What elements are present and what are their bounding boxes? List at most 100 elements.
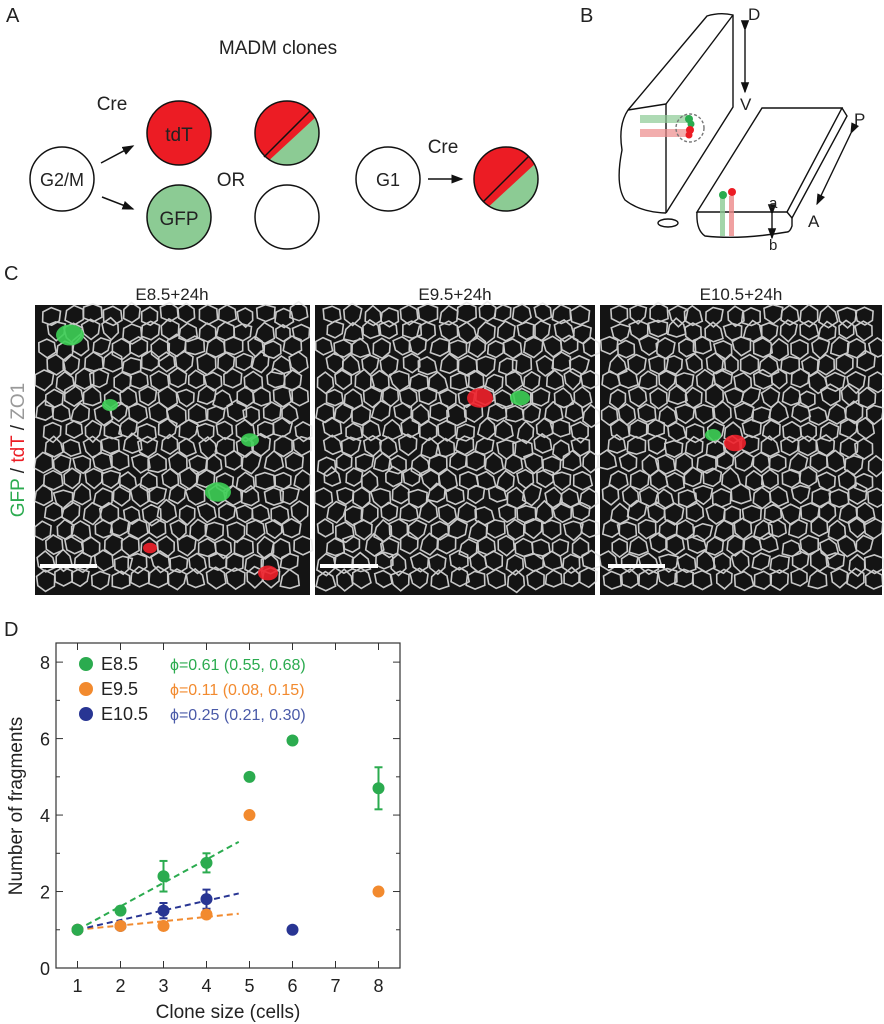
data-point-E8-5 bbox=[200, 856, 213, 869]
y-axis-label: Number of fragments bbox=[6, 717, 27, 895]
g1-cell bbox=[355, 146, 421, 212]
micrograph-e10-5 bbox=[596, 301, 884, 595]
panel-label-a: A bbox=[6, 5, 20, 27]
legend-marker bbox=[79, 657, 93, 671]
x-tick-label: 6 bbox=[287, 976, 297, 996]
label-a-axis: A bbox=[808, 212, 820, 231]
gfp-cell-blob bbox=[705, 429, 721, 441]
gfp-cell-blob bbox=[102, 399, 118, 411]
label-basal: b bbox=[769, 237, 777, 254]
split-cell-2 bbox=[473, 146, 539, 212]
data-point-E9-5 bbox=[114, 919, 127, 932]
label-p: P bbox=[854, 110, 865, 129]
legend-label: E10.5 bbox=[101, 704, 148, 724]
x-tick-label: 5 bbox=[244, 976, 254, 996]
gfp-cell-blob bbox=[56, 324, 84, 346]
data-point-E8-5 bbox=[372, 782, 385, 795]
gfp-cell-blob bbox=[241, 433, 259, 447]
y-tick-label: 4 bbox=[40, 806, 50, 826]
x-tick-label: 3 bbox=[158, 976, 168, 996]
panel-a: A MADM clones G2/M Cre tdT GFP OR G1 Cre bbox=[6, 5, 539, 250]
legend-phi: ϕ=0.25 (0.21, 0.30) bbox=[170, 707, 306, 724]
x-tick-label: 4 bbox=[201, 976, 211, 996]
panel-c: C GFP / tdT / ZO1 E8.5+24h E9.5+24h E10.… bbox=[4, 263, 884, 595]
image-title-3: E10.5+24h bbox=[700, 285, 783, 304]
legend-phi: ϕ=0.11 (0.08, 0.15) bbox=[170, 682, 305, 699]
cre-label-2: Cre bbox=[428, 137, 459, 158]
tdt-cell-blob bbox=[143, 542, 157, 554]
cell-junctions bbox=[33, 300, 314, 593]
scale-bar bbox=[320, 564, 378, 568]
cells-bottom bbox=[719, 188, 736, 236]
x-tick-label: 2 bbox=[115, 976, 125, 996]
data-point-E8-5 bbox=[157, 870, 170, 883]
cells-side bbox=[640, 115, 695, 139]
data-point-E9-5 bbox=[157, 919, 170, 932]
unlabeled-cell bbox=[254, 184, 320, 250]
g1-label: G1 bbox=[376, 170, 400, 190]
image-title-1: E8.5+24h bbox=[135, 285, 208, 304]
or-label: OR bbox=[217, 170, 246, 191]
panel-label-d: D bbox=[4, 619, 18, 641]
cell-junctions bbox=[313, 300, 603, 594]
label-d: D bbox=[748, 5, 760, 24]
micrograph-e8-5 bbox=[33, 300, 314, 595]
ap-arrow bbox=[816, 122, 860, 206]
gfp-cell-blob bbox=[510, 390, 530, 406]
scale-bar bbox=[608, 564, 665, 568]
arrow-down bbox=[101, 196, 135, 210]
data-point-E9-5 bbox=[200, 908, 213, 921]
tdt-cell-blob bbox=[724, 434, 746, 452]
panel-label-b: B bbox=[580, 5, 593, 27]
data-point-E8-5 bbox=[71, 923, 84, 936]
image-title-2: E9.5+24h bbox=[418, 285, 491, 304]
data-point-E9-5 bbox=[243, 809, 256, 822]
x-axis-label: Clone size (cells) bbox=[156, 1002, 301, 1023]
panel-a-title: MADM clones bbox=[219, 38, 337, 59]
tdt-cell-blob bbox=[467, 388, 493, 408]
split-cell-1 bbox=[254, 100, 320, 166]
fit-line-E8-5 bbox=[77, 840, 240, 931]
data-point-E8-5 bbox=[243, 770, 256, 783]
g2m-label: G2/M bbox=[40, 170, 84, 190]
tdt-cell-blob bbox=[258, 565, 278, 581]
fragments-chart: 1 2 3 4 5 6 7 8 0 2 4 6 8 E8.5 ϕ=0.61 (0.55, 0.68) E9.5… bbox=[40, 642, 401, 996]
label-apical: a bbox=[769, 195, 778, 212]
panel-d: D 1 2 3 4 5 6 7 8 0 2 4 6 8 E8.5 ϕ=0.61 (0.55, 0.68) E9… bbox=[4, 619, 401, 1023]
arrow-up bbox=[100, 145, 135, 164]
scale-bar bbox=[40, 564, 97, 568]
label-v: V bbox=[740, 95, 752, 114]
tdt-cell bbox=[146, 100, 212, 166]
panel-label-c: C bbox=[4, 263, 18, 285]
x-tick-label: 1 bbox=[72, 976, 82, 996]
data-point-E10-5 bbox=[200, 893, 213, 906]
dashed-highlight bbox=[675, 113, 705, 143]
y-tick-label: 0 bbox=[40, 959, 50, 979]
legend-label: E9.5 bbox=[101, 679, 138, 699]
y-tick-label: 8 bbox=[40, 653, 50, 673]
cre-label-1: Cre bbox=[97, 94, 128, 115]
y-tick-label: 2 bbox=[40, 883, 50, 903]
g2m-cell bbox=[29, 146, 95, 212]
legend-marker bbox=[79, 682, 93, 696]
plot-frame bbox=[55, 642, 401, 969]
micrograph-e9-5 bbox=[313, 300, 603, 595]
gfp-cell-blob bbox=[205, 482, 231, 502]
gfp-label: GFP bbox=[159, 209, 198, 230]
data-point-E10-5 bbox=[157, 904, 170, 917]
data-point-E10-5 bbox=[286, 923, 299, 936]
legend-phi: ϕ=0.61 (0.55, 0.68) bbox=[170, 657, 306, 674]
legend-label: E8.5 bbox=[101, 654, 138, 674]
panel-b: B D V bbox=[580, 5, 865, 254]
y-tick-label: 6 bbox=[40, 730, 50, 750]
gfp-cell bbox=[146, 184, 212, 250]
data-point-E8-5 bbox=[286, 734, 299, 747]
x-tick-label: 7 bbox=[330, 976, 340, 996]
data-point-E8-5 bbox=[114, 904, 127, 917]
tdt-label: tdT bbox=[165, 125, 193, 146]
legend-marker bbox=[79, 707, 93, 721]
channel-label: GFP / tdT / ZO1 bbox=[8, 383, 29, 517]
x-tick-label: 8 bbox=[373, 976, 383, 996]
data-point-E9-5 bbox=[372, 885, 385, 898]
